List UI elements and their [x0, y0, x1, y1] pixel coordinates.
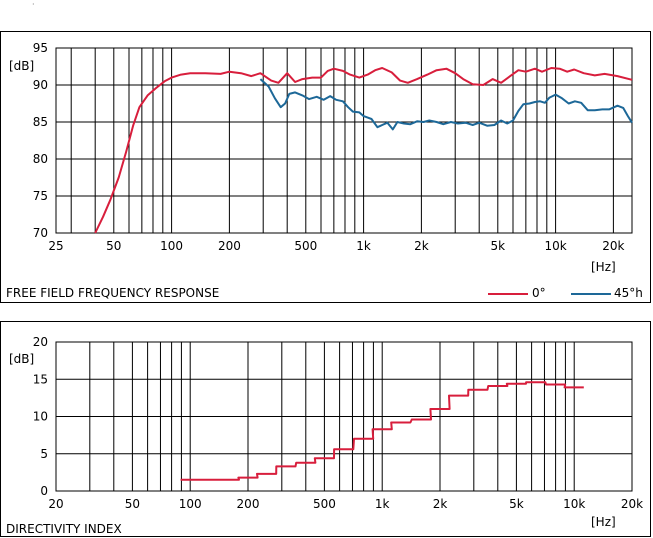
y-tick-label: 90 — [33, 78, 48, 92]
y-tick-label: 80 — [33, 152, 48, 166]
x-tick-label: 1k — [375, 497, 390, 511]
legend-label-0deg: 0° — [532, 286, 546, 300]
series-line-1 — [259, 78, 633, 131]
x-tick-label: 10k — [563, 497, 585, 511]
y-tick-label: 95 — [33, 41, 48, 55]
x-tick-label: 5k — [509, 497, 524, 511]
frequency-response-panel: 70 75 80 85 90 95 25 50 100 200 500 1k 2k 5k 10k 20k [… — [0, 31, 651, 303]
directivity-index-x-unit: [Hz] — [591, 515, 616, 529]
y-tick-label: 5 — [40, 447, 48, 461]
plot-frame — [55, 341, 633, 492]
x-tick-label: 100 — [179, 497, 202, 511]
x-tick-label: 50 — [106, 239, 121, 253]
x-tick-label: 100 — [160, 239, 183, 253]
x-tick-label: 1k — [356, 239, 371, 253]
y-tick-label: 0 — [40, 484, 48, 498]
directivity-index-series — [180, 381, 584, 481]
frequency-response-y-ticks: 70 75 80 85 90 95 — [33, 41, 48, 240]
frequency-response-chart: 70 75 80 85 90 95 25 50 100 200 500 1k 2k 5k 10k 20k [… — [6, 41, 643, 300]
x-tick-label: 20k — [621, 497, 643, 511]
x-tick-label: 200 — [237, 497, 260, 511]
x-tick-label: 20 — [48, 497, 63, 511]
frequency-response-x-unit: [Hz] — [591, 260, 616, 274]
directivity-index-x-ticks: 20 50 100 200 500 1k 2k 5k 10k 20k — [48, 497, 643, 511]
x-tick-label: 500 — [313, 497, 336, 511]
x-tick-label: 5k — [491, 239, 506, 253]
x-tick-label: 2k — [433, 497, 448, 511]
frequency-response-title: FREE FIELD FREQUENCY RESPONSE — [6, 286, 219, 300]
frequency-response-series — [94, 67, 633, 234]
y-tick-label: 85 — [33, 115, 48, 129]
y-tick-label: 70 — [33, 226, 48, 240]
frequency-response-y-unit: [dB] — [9, 59, 34, 73]
x-tick-label: 200 — [218, 239, 241, 253]
y-tick-label: 20 — [33, 335, 48, 349]
series-line-0 — [94, 67, 633, 234]
frequency-response-x-ticks: 25 50 100 200 500 1k 2k 5k 10k 20k — [48, 239, 624, 253]
x-tick-label: 2k — [414, 239, 429, 253]
corner-mark: · — [32, 0, 35, 9]
y-tick-label: 75 — [33, 189, 48, 203]
x-tick-label: 10k — [544, 239, 566, 253]
y-tick-label: 10 — [33, 410, 48, 424]
x-tick-label: 500 — [294, 239, 317, 253]
directivity-index-grid — [55, 341, 633, 492]
plot-frame — [55, 47, 633, 234]
directivity-index-y-unit: [dB] — [9, 352, 34, 366]
frequency-response-grid — [55, 47, 633, 234]
frequency-response-legend: 0° 45°h — [488, 286, 643, 300]
x-tick-label: 25 — [48, 239, 63, 253]
directivity-index-title: DIRECTIVITY INDEX — [6, 522, 122, 536]
directivity-index-y-ticks: 0 5 10 15 20 — [33, 335, 48, 498]
y-tick-label: 15 — [33, 372, 48, 386]
legend-label-45deg: 45°h — [614, 286, 643, 300]
x-tick-label: 50 — [125, 497, 140, 511]
x-tick-label: 20k — [602, 239, 624, 253]
series-line-0 — [180, 381, 584, 481]
directivity-index-panel: 0 5 10 15 20 20 50 100 200 500 1k 2k 5k 10k 20k [dB] … — [0, 321, 651, 537]
